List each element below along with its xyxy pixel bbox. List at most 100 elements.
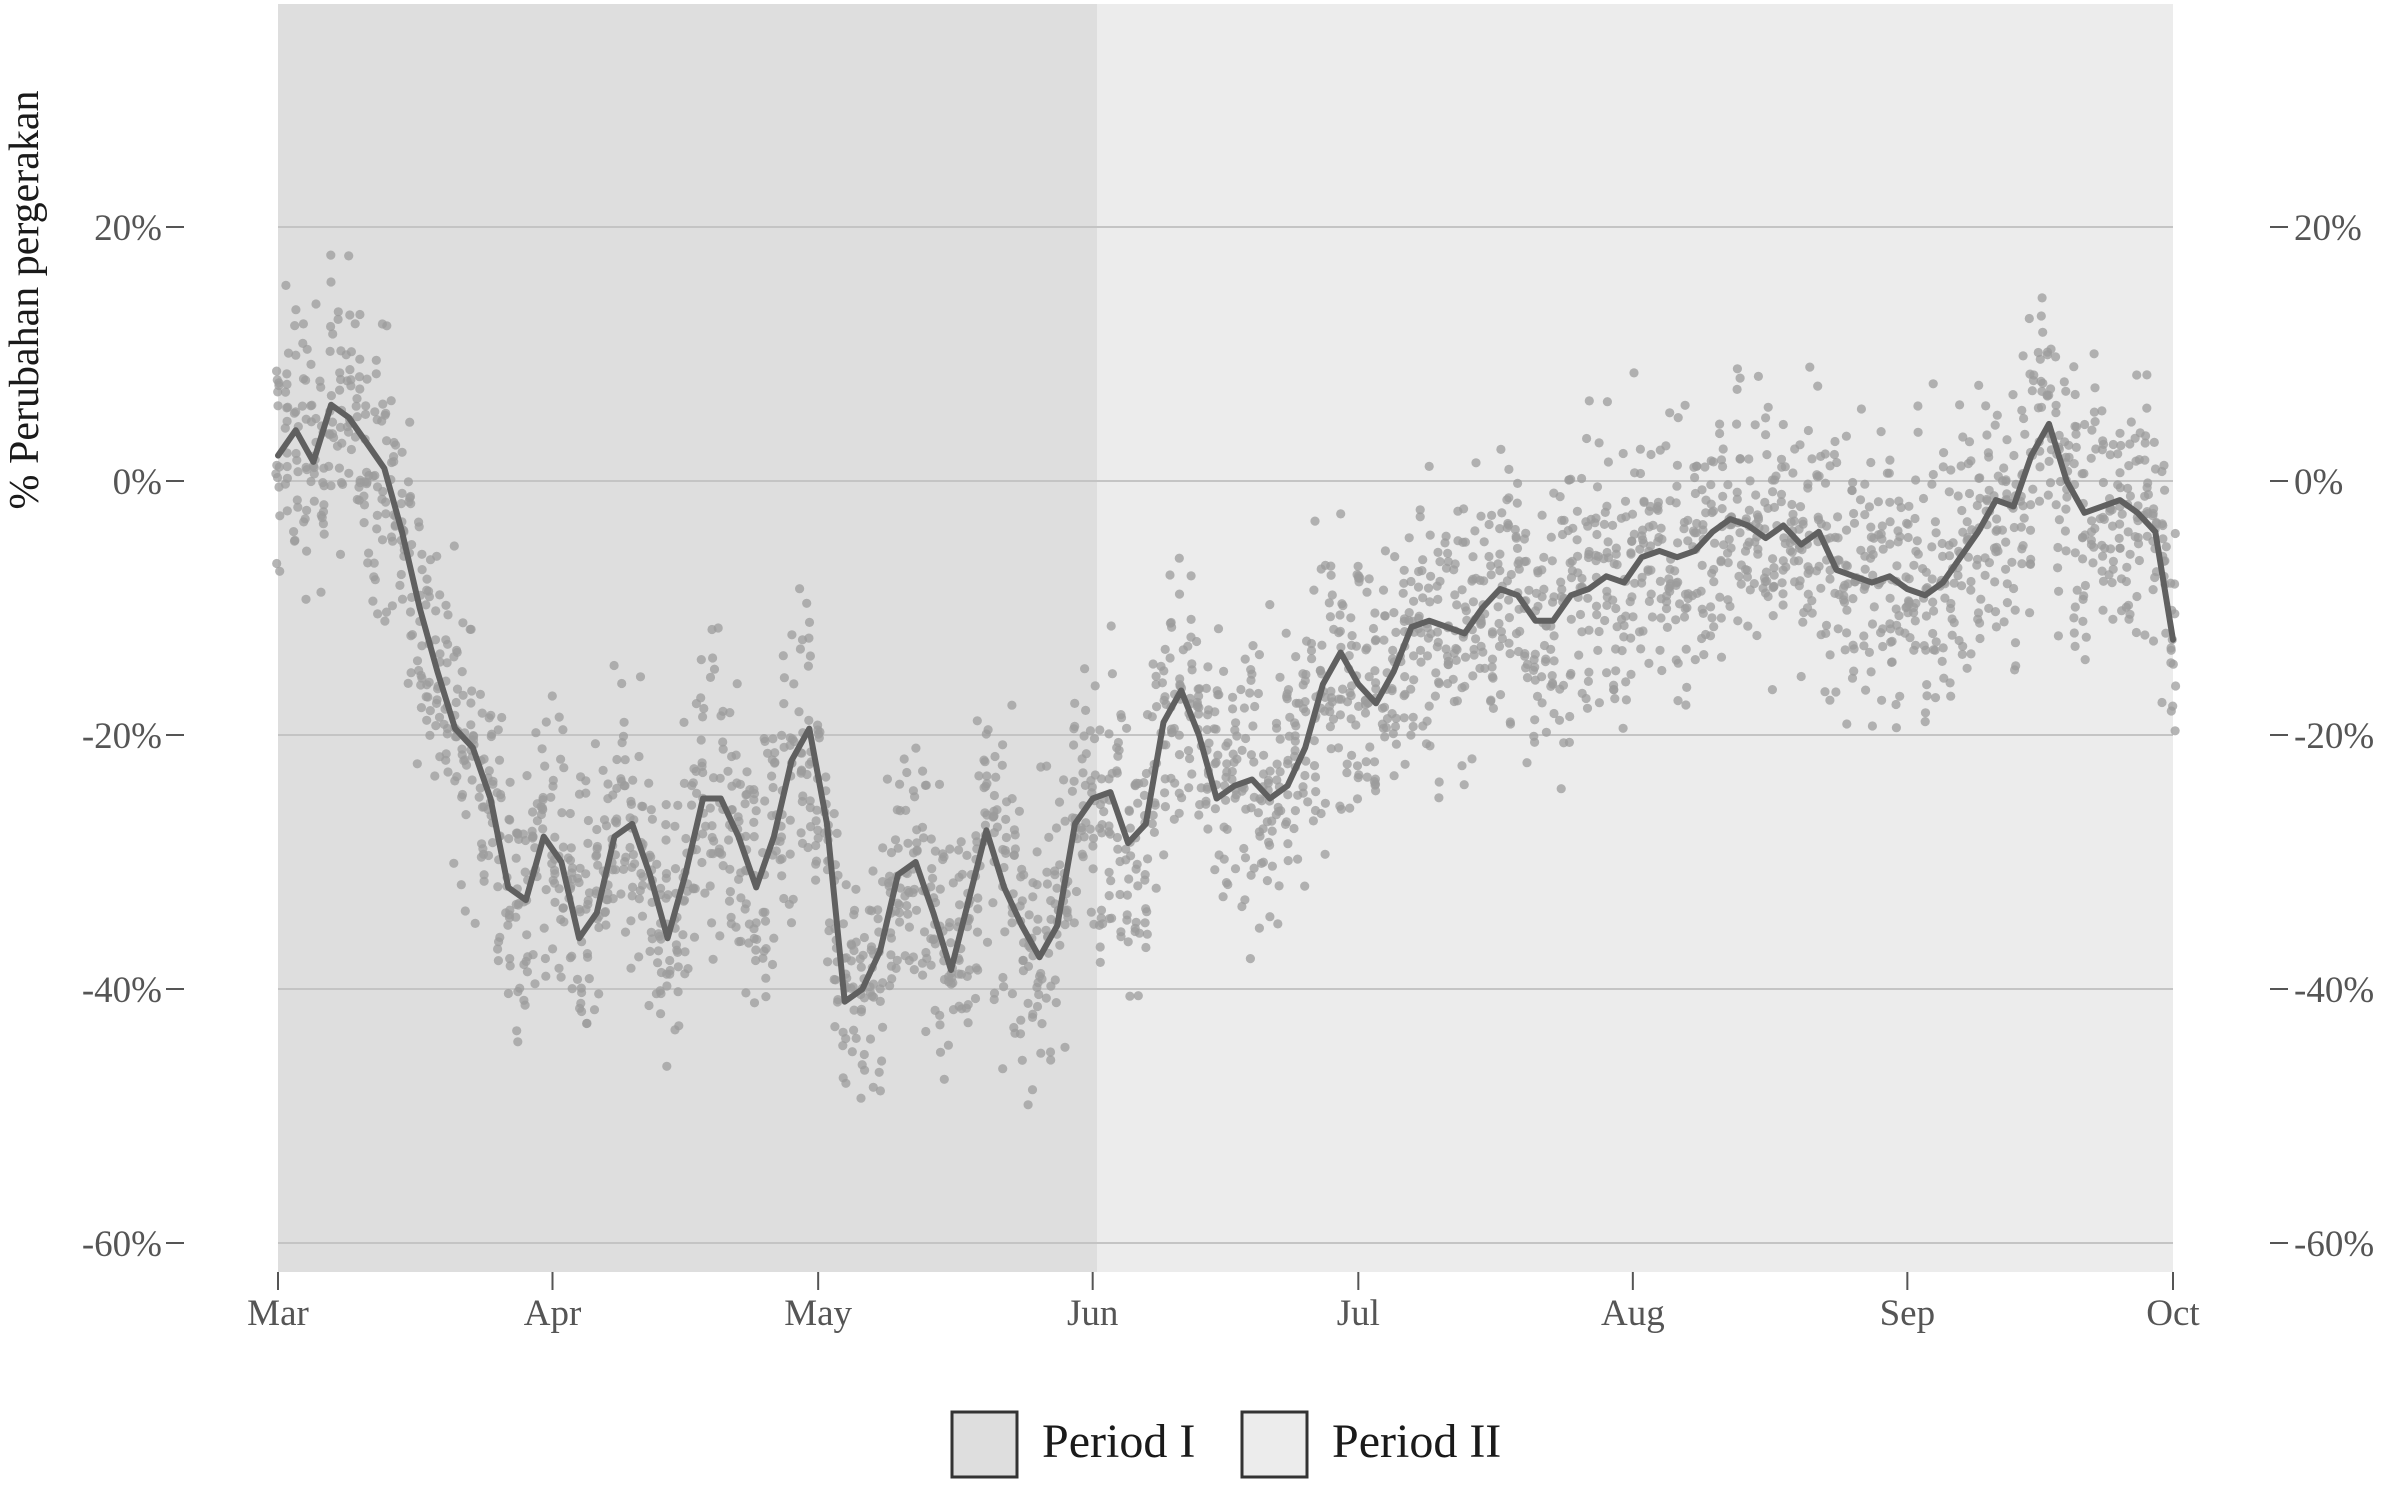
scatter-point — [2088, 558, 2098, 568]
scatter-point — [619, 781, 629, 791]
scatter-point — [548, 944, 558, 954]
scatter-point — [1347, 631, 1357, 641]
scatter-point — [1762, 450, 1772, 460]
scatter-point — [1273, 919, 1283, 929]
scatter-point — [1028, 1009, 1038, 1019]
scatter-point — [912, 838, 922, 848]
scatter-point — [661, 800, 671, 810]
scatter-point — [1433, 594, 1443, 605]
scatter-point — [1895, 691, 1905, 701]
scatter-point — [1938, 551, 1948, 562]
scatter-point — [1928, 597, 1938, 607]
scatter-point — [600, 907, 611, 917]
scatter-point — [1303, 797, 1313, 807]
scatter-point — [736, 936, 746, 947]
scatter-point — [1141, 942, 1151, 953]
scatter-point — [1735, 454, 1745, 464]
scatter-point — [1496, 627, 1506, 637]
scatter-point — [1776, 497, 1786, 507]
scatter-point — [1282, 817, 1292, 827]
scatter-point — [368, 596, 378, 606]
scatter-point — [1779, 533, 1789, 543]
scatter-point — [705, 672, 716, 683]
scatter-point — [345, 365, 355, 375]
scatter-point — [1540, 657, 1551, 667]
scatter-point — [751, 955, 761, 966]
scatter-point — [1768, 611, 1778, 621]
scatter-point — [1876, 529, 1886, 539]
y-tick-label-right: 0% — [2294, 462, 2343, 503]
scatter-point — [1000, 927, 1010, 937]
scatter-point — [1656, 613, 1666, 623]
scatter-point — [1697, 560, 1707, 571]
scatter-point — [1112, 768, 1122, 778]
scatter-point — [2026, 500, 2036, 510]
scatter-point — [1184, 783, 1194, 793]
scatter-point — [430, 635, 441, 645]
scatter-point — [749, 832, 759, 842]
scatter-point — [1486, 570, 1496, 580]
scatter-point — [1521, 663, 1531, 673]
scatter-point — [425, 730, 435, 741]
scatter-point — [1866, 457, 1876, 468]
scatter-point — [761, 973, 771, 983]
scatter-point — [1894, 611, 1904, 621]
scatter-point — [1007, 794, 1017, 804]
scatter-point — [2166, 658, 2176, 668]
scatter-point — [768, 734, 778, 744]
scatter-point — [673, 962, 683, 972]
scatter-point — [1656, 523, 1666, 533]
scatter-point — [1263, 775, 1274, 785]
scatter-point — [2051, 408, 2061, 418]
scatter-point — [1310, 516, 1320, 526]
scatter-point — [589, 1005, 600, 1015]
scatter-point — [1805, 362, 1815, 372]
scatter-point — [1582, 433, 1592, 444]
scatter-point — [857, 1060, 867, 1070]
scatter-point — [1927, 542, 1937, 552]
scatter-point — [1626, 669, 1636, 680]
scatter-point — [1389, 771, 1399, 781]
scatter-point — [1918, 493, 1929, 504]
scatter-point — [1581, 693, 1591, 704]
scatter-point — [699, 703, 709, 714]
scatter-point — [634, 894, 644, 904]
scatter-point — [934, 779, 945, 790]
scatter-point — [715, 773, 725, 783]
scatter-point — [1866, 667, 1876, 677]
scatter-point — [359, 491, 369, 501]
scatter-point — [1718, 444, 1728, 454]
scatter-point — [2117, 509, 2127, 519]
scatter-point — [1671, 615, 1681, 625]
scatter-point — [1865, 553, 1876, 563]
scatter-point — [1698, 525, 1708, 535]
scatter-point — [779, 673, 790, 683]
scatter-point — [291, 305, 301, 315]
scatter-point — [1655, 645, 1665, 655]
scatter-point — [337, 438, 347, 448]
scatter-point — [1334, 694, 1344, 704]
scatter-point — [466, 698, 476, 708]
scatter-point — [1769, 582, 1779, 592]
scatter-point — [311, 413, 321, 424]
scatter-point — [1928, 628, 1938, 639]
scatter-point — [1362, 587, 1372, 597]
scatter-point — [2090, 417, 2100, 427]
scatter-point — [811, 840, 821, 851]
scatter-point — [1921, 567, 1931, 577]
scatter-point — [2115, 519, 2125, 529]
scatter-point — [1457, 761, 1467, 771]
scatter-point — [1975, 633, 1985, 644]
scatter-point — [2106, 544, 2116, 554]
scatter-point — [1069, 724, 1079, 734]
scatter-point — [1134, 928, 1145, 938]
scatter-point — [293, 467, 303, 477]
scatter-point — [381, 607, 392, 617]
scatter-point — [1673, 413, 1683, 423]
scatter-point — [2054, 430, 2064, 440]
scatter-point — [1080, 664, 1090, 674]
scatter-point — [1293, 854, 1303, 864]
scatter-point — [1174, 808, 1184, 818]
scatter-point — [1248, 641, 1258, 651]
scatter-point — [823, 957, 833, 967]
